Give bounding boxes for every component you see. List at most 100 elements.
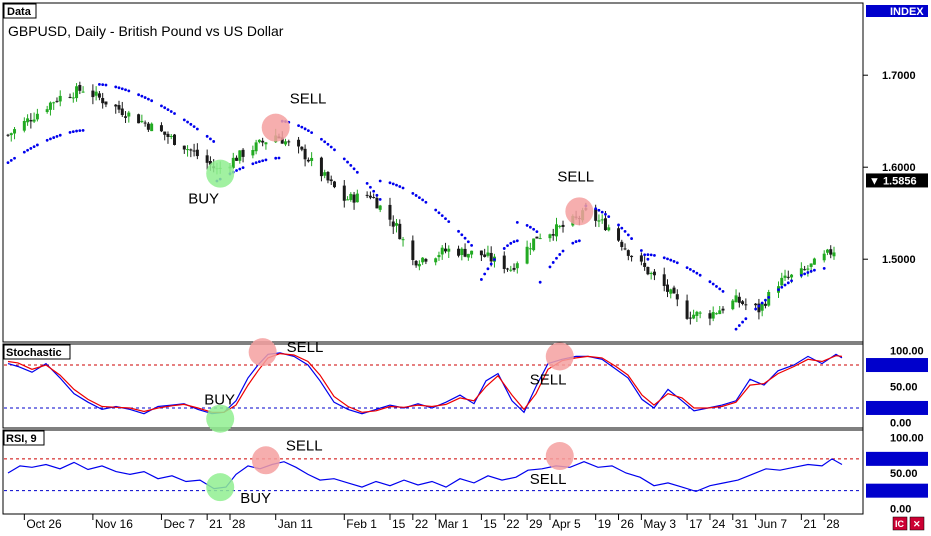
psar-dot <box>803 272 807 276</box>
candle-bear <box>372 197 376 199</box>
candle-bull <box>434 258 438 263</box>
psar-dot <box>421 198 425 202</box>
rsi-y-tick-label: 50.00 <box>890 468 918 480</box>
psar-dot <box>486 267 490 271</box>
x-tick-label: Nov 16 <box>95 517 133 531</box>
candle-bear <box>205 155 209 163</box>
psar-dot <box>303 127 307 131</box>
candle-bull <box>718 310 722 315</box>
candle-bear <box>457 248 461 256</box>
psar-dot <box>698 273 702 277</box>
candle-bear <box>675 294 679 300</box>
psar-dot <box>209 137 212 141</box>
stoch-stoch_d-line <box>7 352 843 413</box>
candle-bear <box>829 249 833 255</box>
psar-dot <box>349 163 353 167</box>
candle-bull <box>460 248 464 256</box>
psar-dot <box>649 253 653 257</box>
candle-bear <box>120 108 124 116</box>
psar-dot <box>189 122 193 126</box>
candle-bear <box>208 161 212 165</box>
candle-bull <box>94 91 98 96</box>
candle-bear <box>398 223 402 240</box>
psar-dot <box>401 186 405 190</box>
psar-dot <box>688 267 692 271</box>
candle-bull <box>35 113 39 120</box>
rsi-plot: BUY SELL SELL <box>4 437 862 507</box>
candle-bull <box>832 252 836 257</box>
candle-bull <box>45 109 49 113</box>
candle-bull <box>310 157 314 161</box>
rsi-sell-signal-2-label: SELL <box>530 471 567 488</box>
candle-bull <box>698 312 702 314</box>
psar-dot <box>378 198 382 201</box>
psar-dot <box>26 148 29 152</box>
candle-bear <box>617 228 621 241</box>
psar-dot <box>310 131 314 134</box>
candle-bear <box>708 313 712 319</box>
psar-dot <box>45 138 49 142</box>
psar-dot <box>29 147 33 150</box>
x-tick-label: 29 <box>529 517 543 531</box>
candle-bear <box>124 116 128 118</box>
psar-dot <box>783 283 787 287</box>
psar-dot <box>323 140 327 144</box>
psar-dot <box>460 233 464 237</box>
psar-dot <box>734 327 738 331</box>
psar-dot <box>437 211 441 215</box>
x-tick-label: 15 <box>483 517 497 531</box>
psar-dot <box>58 133 62 137</box>
psar-dot <box>799 274 803 277</box>
psar-dot <box>98 83 101 86</box>
rsi-panel-label: RSI, 9 <box>6 433 37 445</box>
candle-bull <box>48 102 52 110</box>
psar-dot <box>780 285 784 289</box>
close-chart-icon[interactable] <box>909 516 925 531</box>
psar-dot <box>594 207 598 211</box>
candle-bull <box>538 238 542 240</box>
psar-dot <box>49 137 52 141</box>
price-panel-label: Data <box>7 6 32 18</box>
candle-bear <box>342 185 346 201</box>
psar-dot <box>365 181 369 185</box>
psar-dot <box>466 240 470 244</box>
candle-bear <box>166 133 170 137</box>
psar-dot <box>558 253 562 256</box>
candle-bear <box>535 236 539 239</box>
index-tag: INDEX <box>890 6 924 18</box>
candle-bull <box>355 193 359 203</box>
psar-dot <box>708 280 712 284</box>
psar-dot <box>806 271 810 274</box>
candle-bull <box>731 300 735 310</box>
psar-dot <box>173 112 176 115</box>
candle-bull <box>231 157 235 168</box>
psar-dot <box>417 196 421 200</box>
psar-dot <box>166 108 170 111</box>
candle-bull <box>395 223 399 226</box>
psar-dot <box>675 261 679 265</box>
x-tick-label: 22 <box>415 517 429 531</box>
psar-dot <box>813 268 816 272</box>
psar-dot <box>447 220 451 224</box>
x-tick-label: 21 <box>209 517 223 531</box>
candle-bear <box>502 255 506 269</box>
candle-bull <box>649 273 653 275</box>
candle-bear <box>146 123 150 130</box>
last-price-tag: ▼ 1.5856 <box>869 175 917 187</box>
x-tick-label: May 3 <box>643 517 676 531</box>
candle-bear <box>414 260 418 266</box>
psar-dot <box>192 125 196 129</box>
candle-bear <box>368 195 372 198</box>
candle-bear <box>101 97 105 104</box>
candle-bear <box>688 317 692 319</box>
zoom-icon[interactable] <box>892 516 908 531</box>
candle-bear <box>603 218 607 231</box>
psar-dot <box>78 129 82 133</box>
candle-bear <box>551 234 555 236</box>
psar-dot <box>395 183 398 187</box>
candle-bear <box>803 269 807 271</box>
price-sell-signal-1-label: SELL <box>290 91 327 108</box>
candle-bear <box>594 208 598 221</box>
candle-bear <box>329 179 333 182</box>
candle-bear <box>143 122 147 124</box>
